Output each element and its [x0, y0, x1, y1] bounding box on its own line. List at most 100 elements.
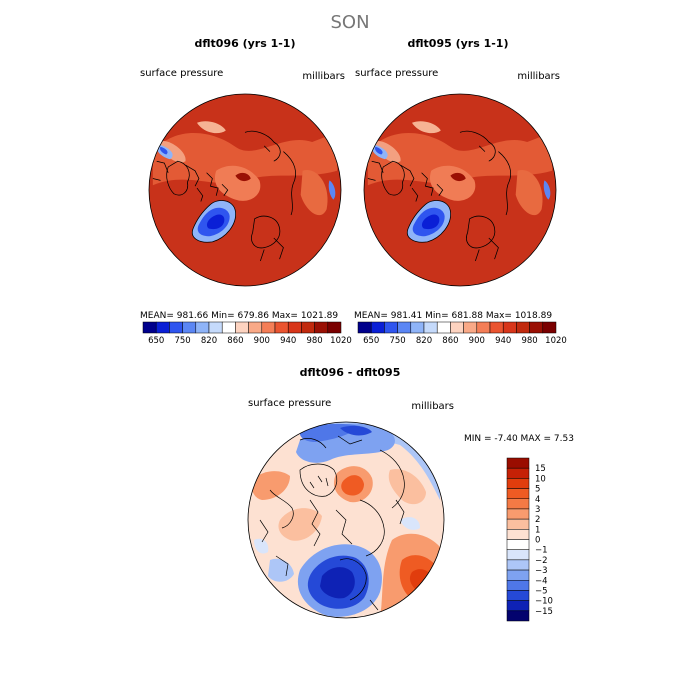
diff-map-title: dflt096 - dflt095: [300, 366, 401, 379]
colorbar-swatch: [410, 321, 425, 334]
colorbar-diff-swatch: [506, 467, 530, 479]
colorbar-diff-swatch: [506, 559, 530, 571]
map-left-field: [149, 94, 341, 286]
colorbar-diff-swatch: [506, 549, 530, 561]
colorbar-swatch: [287, 321, 302, 334]
colorbar-swatch: [489, 321, 504, 334]
diff-map-units: millibars: [411, 401, 454, 412]
colorbar-swatch: [423, 321, 438, 334]
colorbar-swatch: [182, 321, 197, 334]
map-right-variable: surface pressure: [355, 68, 438, 79]
colorbar-diff-swatch: [506, 590, 530, 601]
colorbar-left-ticks: 650 750 820 860 900 940 980 1020: [148, 336, 352, 346]
colorbar-right-ticks: 650 750 820 860 900 940 980 1020: [363, 336, 567, 346]
colorbar-swatch: [248, 321, 263, 334]
colorbar-tick-label: 820: [416, 336, 432, 346]
colorbar-tick-label: 820: [201, 336, 217, 346]
colorbar-swatch: [327, 321, 342, 334]
diff-map-field: [248, 422, 444, 618]
colorbar-swatch: [208, 321, 223, 334]
colorbar-swatch: [235, 321, 249, 334]
colorbar-diff-level: 4: [535, 495, 540, 505]
colorbar-swatch: [516, 321, 530, 334]
colorbar-tick-label: 650: [148, 336, 164, 346]
diff-map-border: [247, 421, 445, 619]
colorbar-swatch: [142, 321, 157, 334]
colorbar-diff-swatch: [506, 529, 530, 540]
colorbar-tick-label: 940: [280, 336, 296, 346]
colorbar-diff-level: −15: [535, 607, 553, 617]
colorbar-diff-swatch: [506, 539, 530, 550]
colorbar-diff-level: −3: [535, 566, 548, 576]
colorbar-tick-label: 750: [389, 336, 405, 346]
colorbar-swatch: [450, 321, 464, 334]
colorbar-swatch: [261, 321, 276, 334]
colorbar-diff-swatch: [506, 498, 530, 510]
colorbar-swatch: [542, 321, 557, 334]
colorbar-tick-label: 900: [469, 336, 485, 346]
colorbar-swatch: [301, 321, 315, 334]
diff-map-variable: surface pressure: [248, 398, 331, 409]
colorbar-swatch: [384, 321, 398, 334]
colorbar-diff-level: −2: [535, 556, 548, 566]
colorbar-tick-label: 750: [174, 336, 190, 346]
map-right-field: [364, 94, 556, 286]
map-left-variable: surface pressure: [140, 68, 223, 79]
colorbar-right: [357, 321, 557, 334]
colorbar-tick-label: 980: [306, 336, 322, 346]
map-right-border: [363, 93, 557, 287]
colorbar-diff-level: −4: [535, 576, 548, 586]
colorbar-left: [142, 321, 342, 334]
map-right-title: dflt095 (yrs 1-1): [408, 37, 509, 50]
map-left-border: [148, 93, 342, 287]
colorbar-diff-level: 3: [535, 505, 540, 515]
colorbar-diff-swatch: [506, 600, 530, 612]
colorbar-swatch: [155, 321, 170, 334]
colorbar-swatch: [221, 321, 236, 334]
colorbar-tick-label: 650: [363, 336, 379, 346]
figure-title: SON: [330, 12, 369, 33]
colorbar-diff: [506, 457, 530, 622]
colorbar-diff-level: 5: [535, 485, 540, 495]
map-left-title: dflt096 (yrs 1-1): [195, 37, 296, 50]
colorbar-swatch: [314, 321, 329, 334]
colorbar-swatch: [502, 321, 517, 334]
colorbar-swatch: [195, 321, 210, 334]
colorbar-swatch: [274, 321, 289, 334]
colorbar-diff-swatch: [506, 518, 530, 530]
colorbar-diff-level: 1: [535, 525, 540, 535]
colorbar-swatch: [436, 321, 451, 334]
colorbar-tick-label: 940: [495, 336, 511, 346]
colorbar-diff-swatch: [506, 569, 530, 581]
colorbar-diff-level: −10: [535, 597, 553, 607]
map-left-units: millibars: [302, 71, 345, 82]
colorbar-swatch: [169, 321, 183, 334]
colorbar-tick-label: 860: [227, 336, 243, 346]
colorbar-swatch: [463, 321, 478, 334]
colorbar-diff-level: −1: [535, 546, 548, 556]
colorbar-tick-label: 1020: [545, 336, 567, 346]
map-left-stats: MEAN= 981.66 Min= 679.86 Max= 1021.89: [140, 311, 338, 321]
colorbar-diff-swatch: [506, 580, 530, 591]
colorbar-tick-label: 1020: [330, 336, 352, 346]
colorbar-swatch: [529, 321, 544, 334]
colorbar-tick-label: 900: [254, 336, 270, 346]
colorbar-diff-level: −5: [535, 586, 548, 596]
colorbar-tick-label: 860: [442, 336, 458, 346]
colorbar-diff-swatch: [506, 508, 530, 520]
map-right-units: millibars: [517, 71, 560, 82]
colorbar-diff-level: 10: [535, 474, 546, 484]
colorbar-diff-swatch: [506, 488, 530, 499]
colorbar-swatch: [476, 321, 491, 334]
colorbar-swatch: [357, 321, 372, 334]
map-right-stats: MEAN= 981.41 Min= 681.88 Max= 1018.89: [354, 311, 552, 321]
diff-map-stats: MIN = -7.40 MAX = 7.53: [464, 434, 574, 444]
colorbar-swatch: [397, 321, 412, 334]
colorbar-diff-swatch: [506, 457, 530, 469]
colorbar-diff-level: 0: [535, 536, 540, 546]
colorbar-diff-level: 2: [535, 515, 540, 525]
colorbar-tick-label: 980: [521, 336, 537, 346]
colorbar-diff-level: 15: [535, 464, 546, 474]
